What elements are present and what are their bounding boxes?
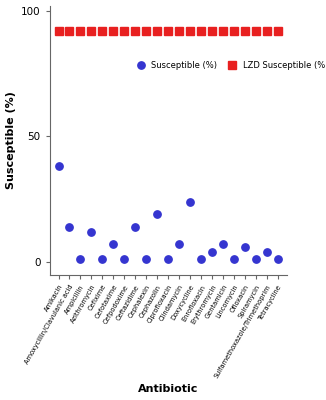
X-axis label: Antibiotic: Antibiotic bbox=[138, 384, 198, 394]
Susceptible (%) bbox=[56, 163, 61, 170]
Line: LZD Susceptible (%): LZD Susceptible (%) bbox=[55, 27, 282, 34]
Susceptible (%) bbox=[264, 249, 270, 255]
LZD Susceptible (%) bbox=[177, 28, 181, 33]
LZD Susceptible (%) bbox=[276, 28, 280, 33]
LZD Susceptible (%) bbox=[254, 28, 258, 33]
LZD Susceptible (%) bbox=[155, 28, 159, 33]
LZD Susceptible (%) bbox=[166, 28, 170, 33]
LZD Susceptible (%) bbox=[122, 28, 126, 33]
LZD Susceptible (%) bbox=[199, 28, 203, 33]
LZD Susceptible (%) bbox=[67, 28, 71, 33]
Susceptible (%) bbox=[199, 256, 204, 263]
Susceptible (%) bbox=[100, 256, 105, 263]
LZD Susceptible (%) bbox=[265, 28, 269, 33]
LZD Susceptible (%) bbox=[221, 28, 225, 33]
LZD Susceptible (%) bbox=[232, 28, 236, 33]
Susceptible (%) bbox=[209, 249, 215, 255]
Susceptible (%) bbox=[253, 256, 259, 263]
Susceptible (%) bbox=[166, 256, 171, 263]
LZD Susceptible (%) bbox=[188, 28, 192, 33]
Susceptible (%) bbox=[78, 256, 83, 263]
LZD Susceptible (%) bbox=[57, 28, 61, 33]
LZD Susceptible (%) bbox=[89, 28, 93, 33]
LZD Susceptible (%) bbox=[144, 28, 148, 33]
Susceptible (%) bbox=[176, 241, 182, 248]
Susceptible (%) bbox=[231, 256, 237, 263]
Y-axis label: Susceptible (%): Susceptible (%) bbox=[6, 91, 16, 189]
Susceptible (%) bbox=[242, 244, 247, 250]
Susceptible (%) bbox=[111, 241, 116, 248]
Susceptible (%) bbox=[144, 256, 149, 263]
LZD Susceptible (%) bbox=[210, 28, 214, 33]
Susceptible (%) bbox=[89, 228, 94, 235]
LZD Susceptible (%) bbox=[111, 28, 115, 33]
LZD Susceptible (%) bbox=[79, 28, 82, 33]
Susceptible (%) bbox=[275, 256, 280, 263]
Susceptible (%) bbox=[133, 224, 138, 230]
LZD Susceptible (%) bbox=[243, 28, 247, 33]
LZD Susceptible (%) bbox=[133, 28, 137, 33]
LZD Susceptible (%) bbox=[100, 28, 104, 33]
Legend: Susceptible (%), LZD Susceptible (%): Susceptible (%), LZD Susceptible (%) bbox=[130, 58, 326, 72]
Susceptible (%) bbox=[122, 256, 127, 263]
Susceptible (%) bbox=[67, 224, 72, 230]
Susceptible (%) bbox=[155, 211, 160, 217]
Susceptible (%) bbox=[220, 241, 226, 248]
Susceptible (%) bbox=[187, 198, 193, 205]
